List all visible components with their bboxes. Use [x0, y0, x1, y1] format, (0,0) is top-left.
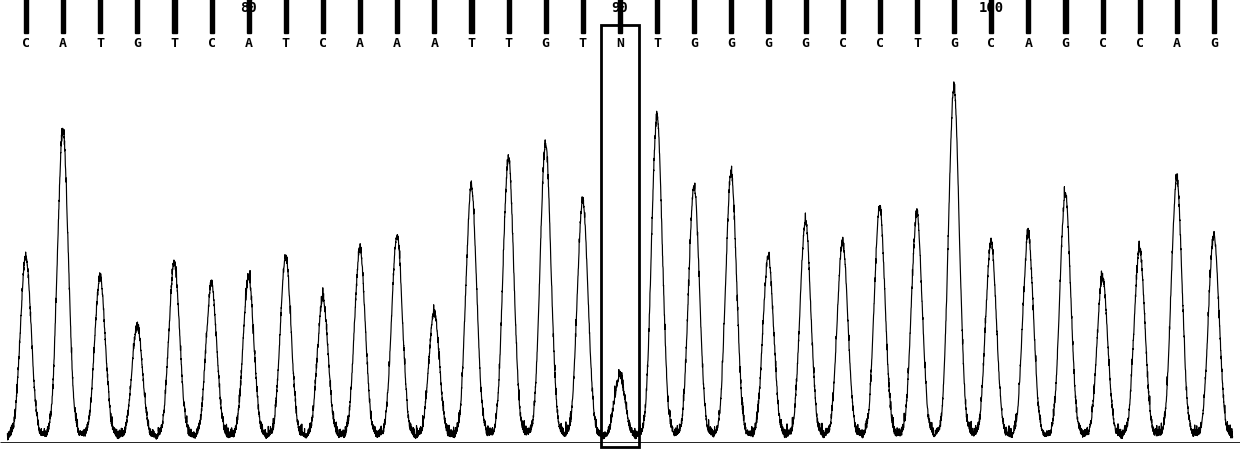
Bar: [1211, 0, 1216, 33]
Bar: [433, 0, 436, 33]
Bar: [507, 0, 511, 33]
Bar: [470, 0, 474, 33]
Text: A: A: [430, 37, 439, 51]
Text: G: G: [542, 37, 549, 51]
Text: G: G: [1210, 37, 1218, 51]
Bar: [766, 0, 770, 33]
Bar: [396, 0, 399, 33]
Text: T: T: [579, 37, 587, 51]
Bar: [878, 0, 882, 33]
Bar: [952, 0, 956, 33]
Text: G: G: [1061, 37, 1070, 51]
Bar: [135, 0, 139, 33]
Text: C: C: [875, 37, 884, 51]
Text: T: T: [913, 37, 921, 51]
Text: C: C: [838, 37, 847, 51]
Text: N: N: [616, 37, 624, 51]
Bar: [172, 0, 176, 33]
Text: C: C: [207, 37, 216, 51]
Text: 80: 80: [241, 1, 257, 15]
Text: G: G: [950, 37, 959, 51]
Text: A: A: [393, 37, 402, 51]
Bar: [1064, 0, 1068, 33]
Text: G: G: [801, 37, 810, 51]
Bar: [358, 0, 362, 33]
Bar: [655, 0, 660, 33]
Bar: [543, 0, 548, 33]
Text: C: C: [1136, 37, 1143, 51]
Text: 90: 90: [611, 1, 629, 15]
Text: T: T: [281, 37, 290, 51]
Text: C: C: [987, 37, 996, 51]
Bar: [692, 0, 697, 33]
Text: C: C: [22, 37, 30, 51]
Text: G: G: [728, 37, 735, 51]
Bar: [1174, 0, 1179, 33]
Text: A: A: [356, 37, 365, 51]
Bar: [1027, 0, 1030, 33]
Bar: [1138, 0, 1142, 33]
Text: 100: 100: [978, 1, 1004, 15]
Text: G: G: [691, 37, 698, 51]
Bar: [98, 0, 102, 33]
Bar: [841, 0, 844, 33]
Bar: [210, 0, 213, 33]
Text: A: A: [244, 37, 253, 51]
Bar: [618, 0, 622, 33]
Bar: [580, 0, 585, 33]
Bar: [321, 0, 325, 33]
Bar: [804, 0, 807, 33]
Text: T: T: [97, 37, 104, 51]
Text: T: T: [505, 37, 512, 51]
Text: T: T: [170, 37, 179, 51]
Bar: [1101, 0, 1105, 33]
Bar: [729, 0, 733, 33]
Bar: [990, 0, 993, 33]
Text: C: C: [319, 37, 327, 51]
Text: A: A: [60, 37, 67, 51]
Text: T: T: [467, 37, 475, 51]
Bar: [24, 0, 29, 33]
Bar: [915, 0, 919, 33]
Bar: [601, 25, 639, 446]
Bar: [247, 0, 250, 33]
Text: G: G: [134, 37, 141, 51]
Text: T: T: [653, 37, 661, 51]
Text: A: A: [1173, 37, 1180, 51]
Text: G: G: [765, 37, 773, 51]
Bar: [61, 0, 66, 33]
Text: C: C: [1099, 37, 1106, 51]
Text: A: A: [1024, 37, 1033, 51]
Bar: [284, 0, 288, 33]
